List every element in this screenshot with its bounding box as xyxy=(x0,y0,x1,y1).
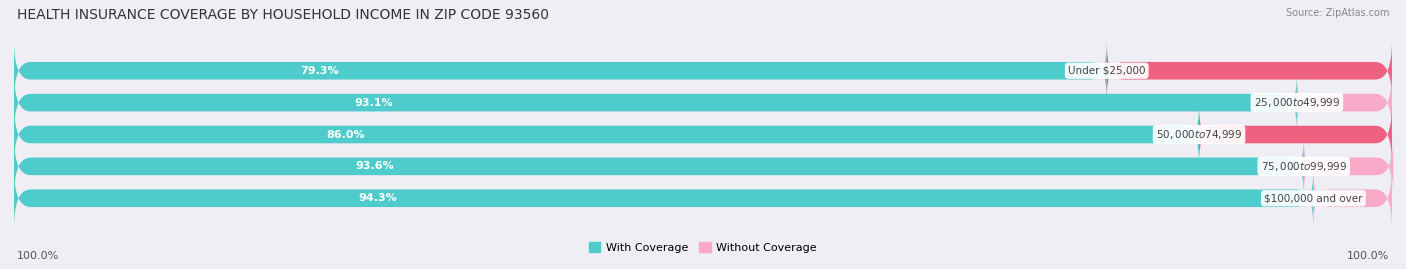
FancyBboxPatch shape xyxy=(14,73,1392,132)
Text: Source: ZipAtlas.com: Source: ZipAtlas.com xyxy=(1285,8,1389,18)
FancyBboxPatch shape xyxy=(1199,105,1392,164)
FancyBboxPatch shape xyxy=(1303,137,1393,196)
Text: $100,000 and over: $100,000 and over xyxy=(1264,193,1362,203)
Text: 93.6%: 93.6% xyxy=(356,161,395,171)
FancyBboxPatch shape xyxy=(14,137,1392,196)
FancyBboxPatch shape xyxy=(14,73,1296,132)
Text: 86.0%: 86.0% xyxy=(326,129,366,140)
FancyBboxPatch shape xyxy=(14,169,1313,228)
Text: 100.0%: 100.0% xyxy=(17,251,59,261)
Text: 100.0%: 100.0% xyxy=(1347,251,1389,261)
Text: Under $25,000: Under $25,000 xyxy=(1069,66,1146,76)
FancyBboxPatch shape xyxy=(14,137,1303,196)
FancyBboxPatch shape xyxy=(1313,169,1392,228)
FancyBboxPatch shape xyxy=(14,41,1107,100)
Legend: With Coverage, Without Coverage: With Coverage, Without Coverage xyxy=(589,242,817,253)
FancyBboxPatch shape xyxy=(14,105,1392,164)
Text: $25,000 to $49,999: $25,000 to $49,999 xyxy=(1254,96,1340,109)
FancyBboxPatch shape xyxy=(1296,73,1392,132)
Text: 79.3%: 79.3% xyxy=(301,66,339,76)
FancyBboxPatch shape xyxy=(14,41,1392,100)
Text: 93.1%: 93.1% xyxy=(354,98,392,108)
Text: HEALTH INSURANCE COVERAGE BY HOUSEHOLD INCOME IN ZIP CODE 93560: HEALTH INSURANCE COVERAGE BY HOUSEHOLD I… xyxy=(17,8,548,22)
Text: $75,000 to $99,999: $75,000 to $99,999 xyxy=(1261,160,1347,173)
Text: $50,000 to $74,999: $50,000 to $74,999 xyxy=(1156,128,1241,141)
Text: 94.3%: 94.3% xyxy=(359,193,398,203)
FancyBboxPatch shape xyxy=(14,105,1199,164)
FancyBboxPatch shape xyxy=(14,169,1392,228)
FancyBboxPatch shape xyxy=(1107,41,1392,100)
